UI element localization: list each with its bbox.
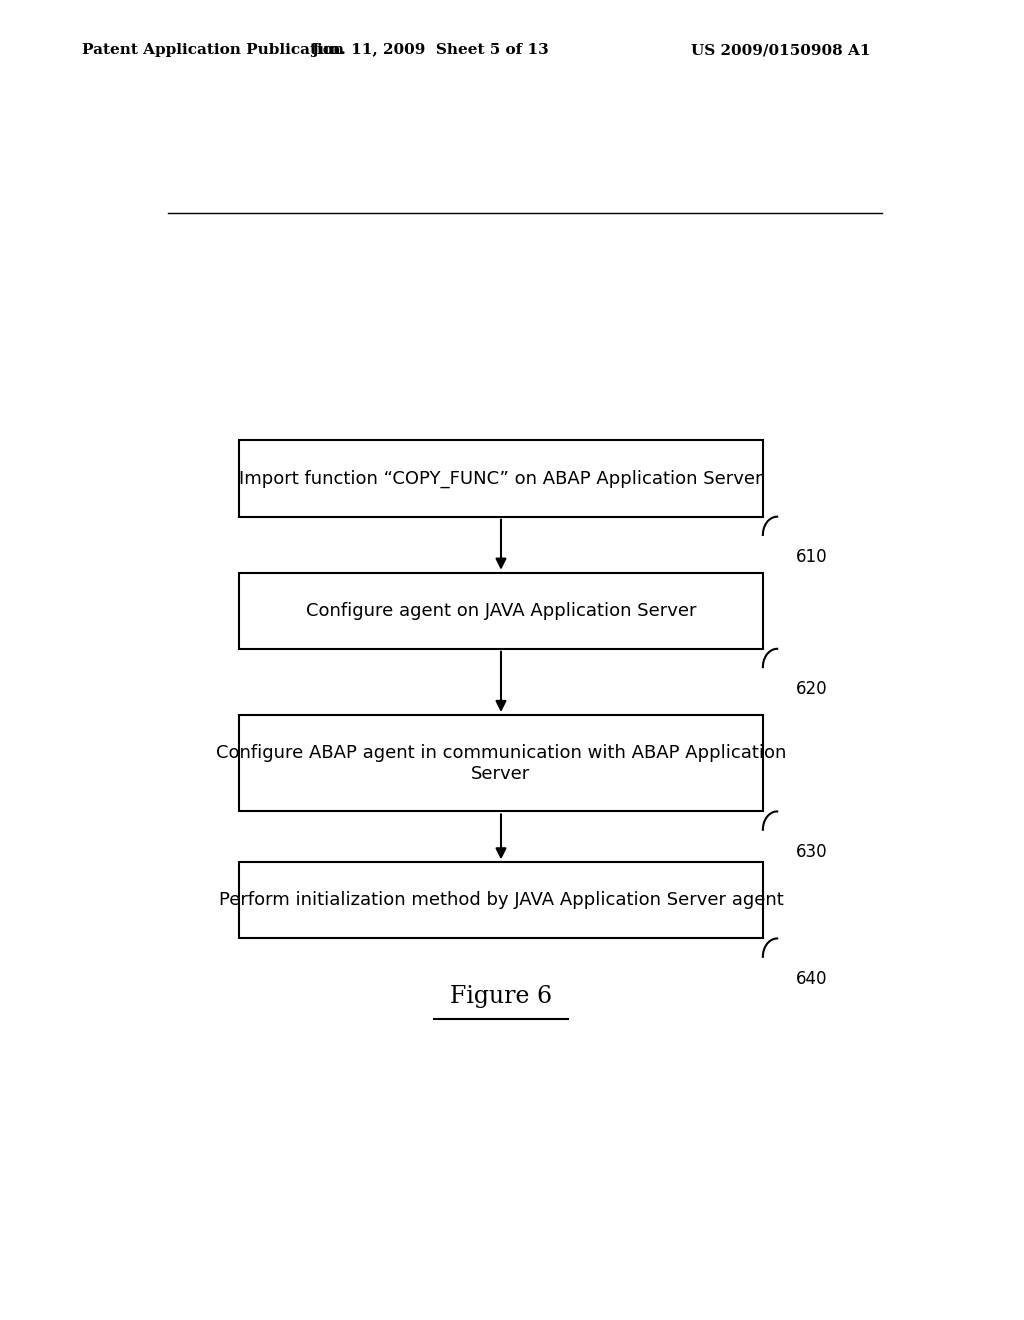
Text: Import function “COPY_FUNC” on ABAP Application Server: Import function “COPY_FUNC” on ABAP Appl…: [240, 470, 763, 487]
Text: 620: 620: [796, 680, 827, 698]
Text: US 2009/0150908 A1: US 2009/0150908 A1: [691, 44, 870, 57]
Text: 640: 640: [796, 970, 827, 987]
Text: Perform initialization method by JAVA Application Server agent: Perform initialization method by JAVA Ap…: [218, 891, 783, 909]
Bar: [240, 573, 763, 649]
Bar: [240, 862, 763, 939]
Text: Configure ABAP agent in communication with ABAP Application
Server: Configure ABAP agent in communication wi…: [216, 743, 786, 783]
Text: 610: 610: [796, 548, 827, 566]
Text: Jun. 11, 2009  Sheet 5 of 13: Jun. 11, 2009 Sheet 5 of 13: [311, 44, 549, 57]
Bar: [240, 715, 763, 812]
Bar: [240, 441, 763, 516]
Text: Figure 6: Figure 6: [450, 986, 552, 1008]
Text: Patent Application Publication: Patent Application Publication: [82, 44, 344, 57]
Text: Configure agent on JAVA Application Server: Configure agent on JAVA Application Serv…: [306, 602, 696, 619]
Text: 630: 630: [796, 843, 827, 861]
